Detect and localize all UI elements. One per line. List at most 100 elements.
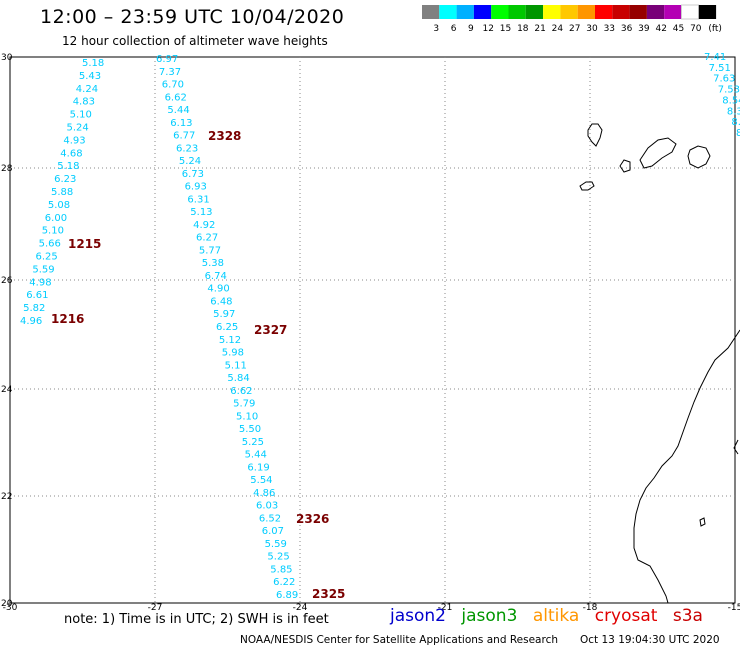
map-grid (9, 56, 736, 604)
coastline (579, 123, 740, 604)
track-2328-2325: 6.977.376.706.625.446.136.776.235.246.73… (156, 54, 298, 601)
swh-value: 6.22 (273, 577, 295, 588)
swh-value: 6.23 (176, 143, 198, 154)
swh-value: 6.27 (196, 233, 218, 244)
swh-value: 7.41 (704, 52, 726, 63)
swh-value: 5.25 (242, 437, 264, 448)
legend-swatch (595, 5, 613, 19)
swh-value: 7.51 (709, 63, 731, 74)
legend-label: 36 (621, 24, 633, 34)
swh-value: 5.44 (245, 450, 267, 461)
lat-label: 28 (1, 164, 13, 174)
swh-value: 5.38 (202, 258, 224, 269)
swh-value: 6.48 (210, 296, 232, 307)
lon-label: -27 (148, 603, 163, 613)
legend-label: 30 (586, 24, 598, 34)
swh-value: 5.18 (82, 58, 104, 69)
pass-time-label: 2328 (208, 129, 241, 143)
pass-time-labels: 2328 1215 1216 2327 2326 2325 (51, 129, 345, 601)
lat-label: 26 (1, 276, 13, 286)
sat-s3a: s3a (672, 606, 703, 626)
legend-label: 9 (468, 24, 474, 34)
island-la-gomera (619, 159, 631, 173)
legend-label: 18 (517, 24, 529, 34)
swh-value: 6.03 (256, 501, 278, 512)
legend-swatch (456, 5, 474, 19)
swh-value: 5.84 (227, 373, 249, 384)
legend-swatch (577, 5, 595, 19)
swh-value: 5.10 (42, 226, 64, 237)
track-top-right: 7.417.517.637.538.548.38.8 (704, 52, 740, 139)
legend-swatch (664, 5, 682, 19)
legend-label: 15 (500, 24, 511, 34)
swh-value: 5.13 (190, 207, 212, 218)
legend-swatch (612, 5, 630, 19)
legend-label: 27 (569, 24, 580, 34)
swh-value: 6.74 (205, 271, 227, 282)
lon-label: -24 (293, 603, 308, 613)
credit-line: NOAA/NESDIS Center for Satellite Applica… (240, 634, 558, 646)
swh-value: 5.44 (167, 105, 189, 116)
legend-label: 45 (673, 24, 684, 34)
swh-value: 5.59 (265, 539, 287, 550)
legend-swatch (698, 5, 717, 19)
swh-value: 5.08 (48, 200, 70, 211)
swh-value: 5.24 (179, 156, 201, 167)
pass-time-label: 1215 (68, 237, 101, 251)
legend-label: 33 (604, 24, 615, 34)
swh-value: 8.3 (727, 106, 740, 117)
swh-value: 5.10 (70, 110, 92, 121)
coast-fragment (733, 439, 739, 455)
color-legend: 3 6 9 12 15 18 21 24 27 30 33 36 39 42 45 70 (ft) (422, 4, 722, 34)
swh-value: 6.61 (26, 290, 48, 301)
swh-value: 6.19 (247, 462, 269, 473)
swh-value: 4.98 (29, 277, 51, 288)
swh-value: 6.70 (162, 80, 184, 91)
swh-value: 6.07 (262, 526, 284, 537)
legend-swatch (629, 5, 647, 19)
swh-value: 6.62 (230, 386, 252, 397)
swh-value: 7.63 (713, 74, 735, 85)
swh-value: 4.92 (193, 220, 215, 231)
satellite-legend: jason2 jason3 altika cryosat s3a (390, 606, 713, 626)
footer-note: note: 1) Time is in UTC; 2) SWH is in fe… (64, 612, 329, 627)
island-el-hierro (579, 181, 595, 191)
legend-label: (ft) (708, 24, 722, 34)
swh-value: 5.88 (51, 187, 73, 198)
legend-label: 42 (655, 24, 666, 34)
legend-swatch (491, 5, 509, 19)
map-frame (9, 56, 736, 604)
pass-time-label: 2326 (296, 512, 329, 526)
island-tenerife (639, 137, 677, 169)
legend-label: 3 (433, 24, 439, 34)
legend-label: 24 (552, 24, 564, 34)
coast-islet (699, 517, 706, 527)
lon-label: -15 (728, 603, 740, 613)
lon-label: -21 (438, 603, 453, 613)
swh-value: 4.86 (253, 488, 275, 499)
legend-swatch (508, 5, 526, 19)
swh-value: 8.54 (722, 95, 740, 106)
legend-label: 70 (690, 24, 702, 34)
legend-swatch (646, 5, 665, 19)
swh-value: 6.25 (36, 252, 58, 263)
lon-label: -30 (3, 603, 18, 613)
legend-swatch (439, 5, 457, 19)
legend-swatch (560, 5, 578, 19)
legend-swatch (422, 5, 440, 19)
page-subtitle: 12 hour collection of altimeter wave hei… (62, 34, 328, 48)
swh-value: 6.52 (259, 513, 281, 524)
swh-value: 6.62 (165, 92, 187, 103)
legend-label: 12 (482, 24, 493, 34)
wave-height-tracks: 5.185.434.244.835.105.244.934.685.186.23… (20, 52, 740, 601)
swh-value: 5.24 (67, 123, 89, 134)
swh-value: 4.93 (63, 135, 85, 146)
swh-value: 6.89 (276, 590, 298, 601)
lat-label: 20 (1, 599, 13, 609)
swh-value: 6.25 (216, 322, 238, 333)
legend-swatch (543, 5, 561, 19)
swh-value: 6.97 (156, 54, 178, 65)
legend-swatch (473, 5, 492, 19)
pass-time-label: 2327 (254, 323, 287, 337)
